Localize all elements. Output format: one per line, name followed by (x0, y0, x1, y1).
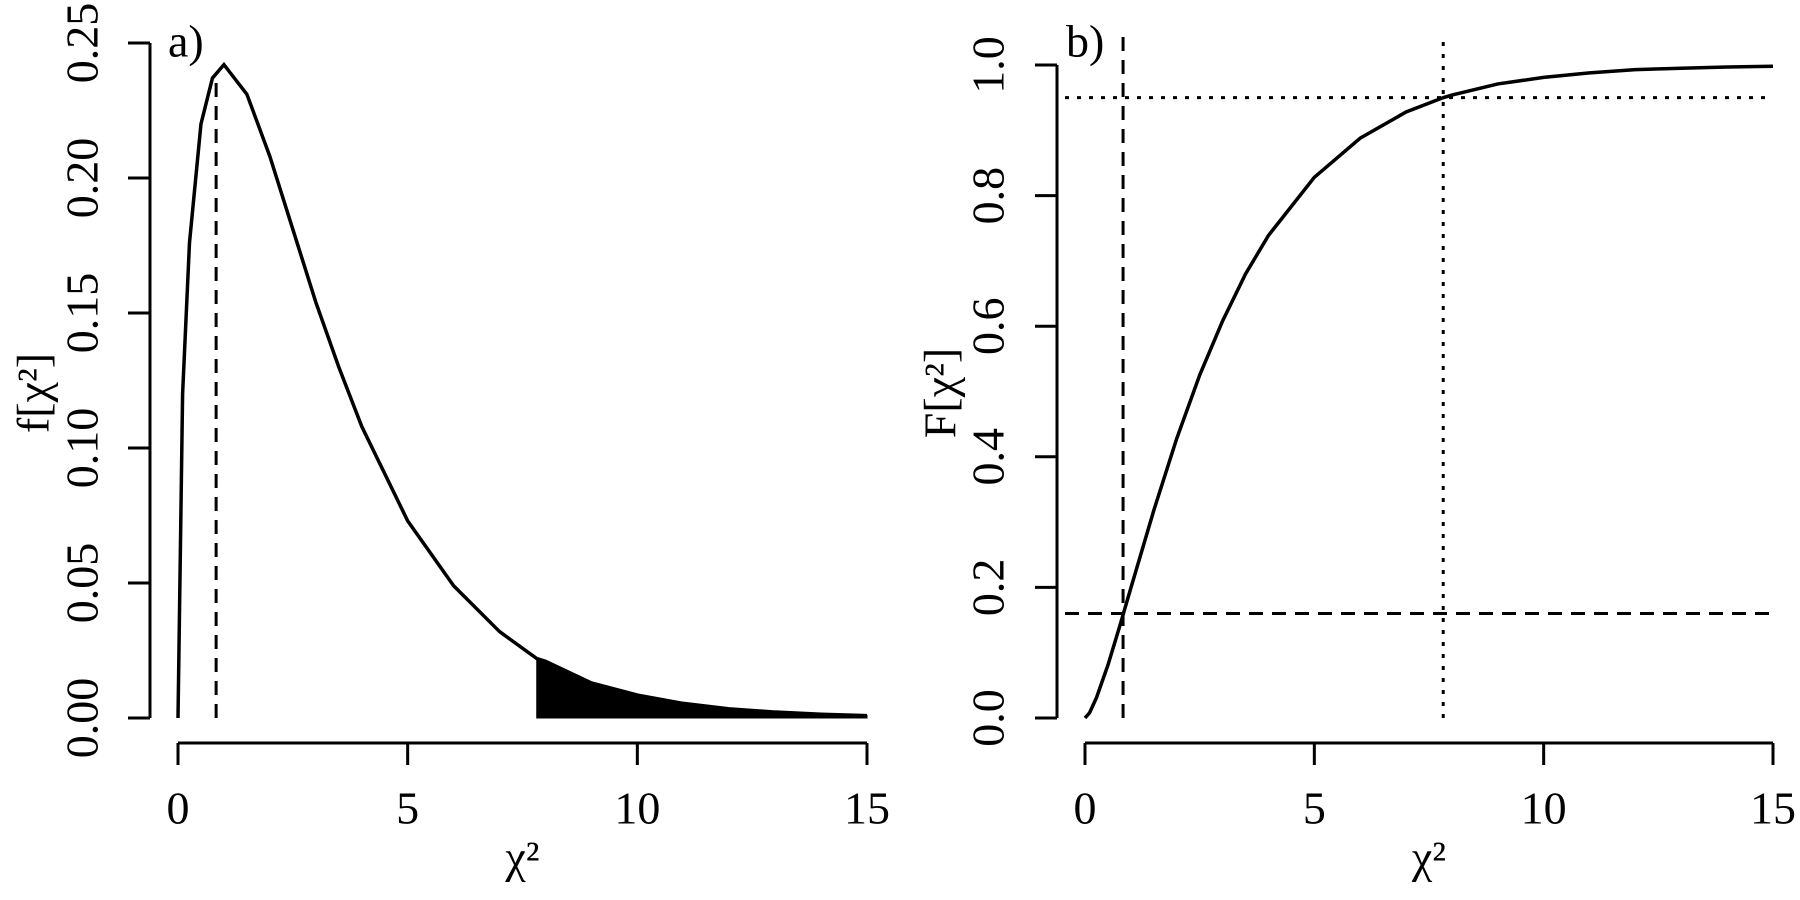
x-tick-label: 5 (396, 783, 419, 834)
y-tick-label: 1.0 (963, 36, 1014, 94)
x-tick-label: 0 (1074, 783, 1097, 834)
y-tick-label: 0.8 (963, 167, 1014, 225)
y-tick-label: 0.10 (57, 408, 108, 489)
panel-label: b) (1066, 16, 1104, 67)
x-tick-label: 0 (167, 783, 190, 834)
y-tick-label: 0.00 (57, 678, 108, 759)
x-tick-label: 10 (614, 783, 660, 834)
x-axis-label: χ² (504, 832, 539, 883)
x-tick-label: 5 (1303, 783, 1326, 834)
y-axis-label: f[χ²] (8, 353, 59, 433)
panel-label: a) (168, 16, 204, 67)
y-tick-label: 0.20 (57, 138, 108, 219)
y-tick-label: 0.05 (57, 543, 108, 624)
x-tick-label: 15 (1750, 783, 1796, 834)
curve (1083, 64, 1774, 720)
y-axis-label: F[χ²] (915, 348, 966, 438)
y-tick-label: 0.0 (963, 689, 1014, 747)
y-tick-label: 0.15 (57, 273, 108, 354)
shaded-tail (536, 657, 868, 719)
x-axis-label: χ² (1411, 832, 1446, 883)
y-tick-label: 0.6 (963, 297, 1014, 355)
curve (176, 61, 868, 719)
y-tick-label: 0.25 (57, 3, 108, 84)
x-tick-label: 15 (844, 783, 890, 834)
y-tick-label: 0.4 (963, 428, 1014, 486)
x-tick-label: 10 (1521, 783, 1567, 834)
y-tick-label: 0.2 (963, 559, 1014, 617)
